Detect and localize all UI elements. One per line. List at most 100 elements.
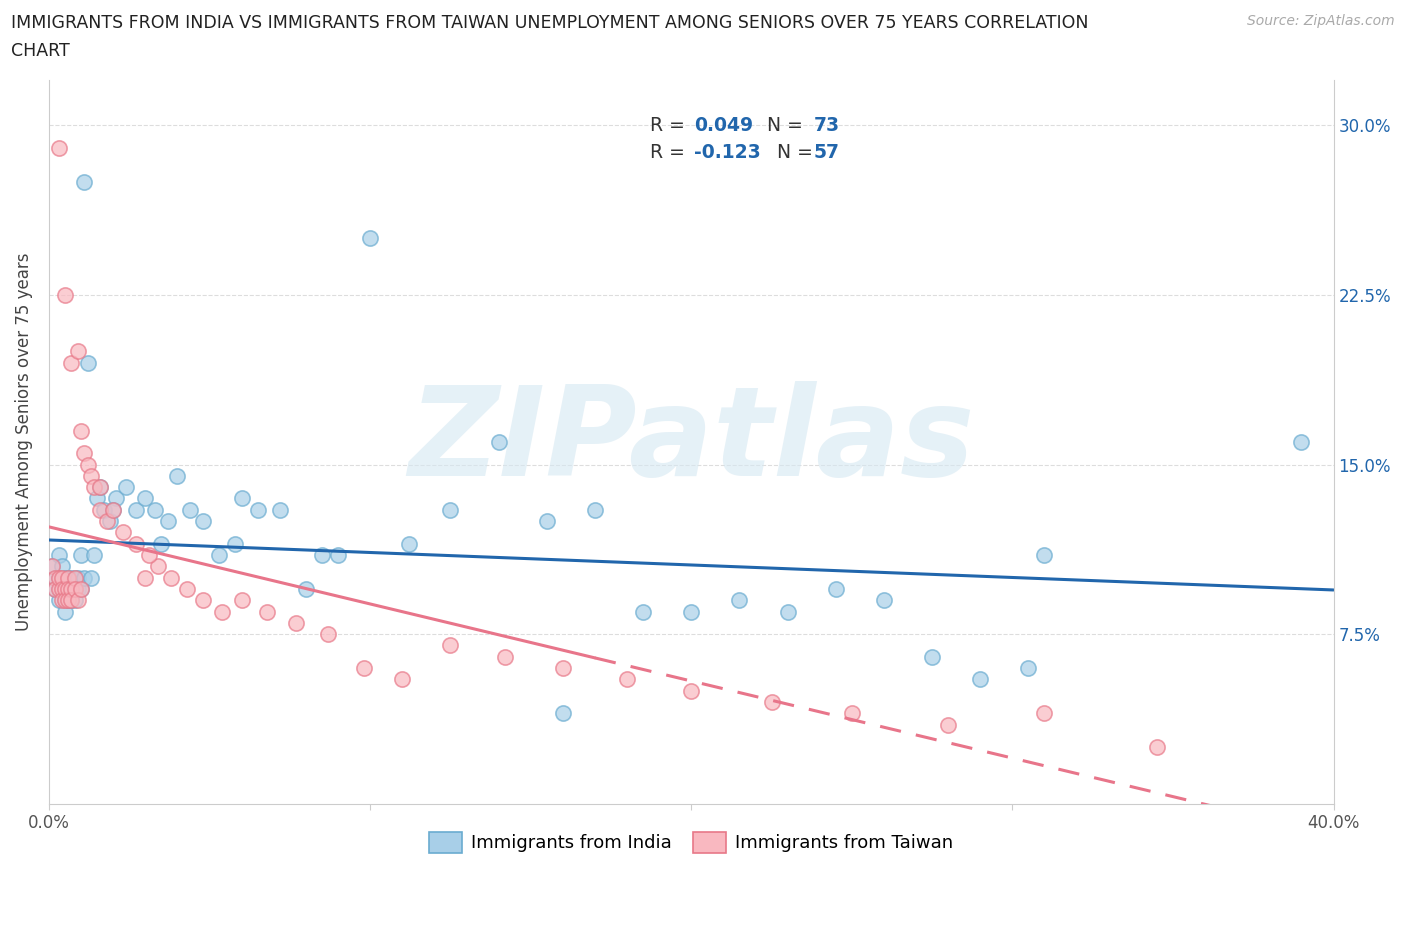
Point	[89, 480, 111, 495]
Text: CHART: CHART	[11, 42, 70, 60]
Point	[551, 706, 574, 721]
Point	[105, 491, 128, 506]
Point	[48, 140, 70, 155]
Text: 0.049: 0.049	[693, 115, 754, 135]
Point	[728, 592, 751, 607]
Point	[89, 502, 111, 517]
Point	[1033, 548, 1056, 563]
Point	[70, 548, 93, 563]
Text: IMMIGRANTS FROM INDIA VS IMMIGRANTS FROM TAIWAN UNEMPLOYMENT AMONG SENIORS OVER : IMMIGRANTS FROM INDIA VS IMMIGRANTS FROM…	[11, 14, 1088, 32]
Point	[488, 434, 510, 449]
Point	[138, 548, 160, 563]
Point	[93, 502, 115, 517]
Point	[111, 525, 134, 539]
Text: N =: N =	[749, 115, 808, 135]
Point	[211, 604, 233, 619]
Point	[63, 570, 86, 585]
Point	[631, 604, 654, 619]
Point	[143, 502, 166, 517]
Point	[53, 592, 76, 607]
Point	[124, 502, 146, 517]
Point	[551, 660, 574, 675]
Point	[353, 660, 375, 675]
Point	[66, 570, 89, 585]
Text: -0.123: -0.123	[693, 142, 761, 162]
Point	[86, 491, 108, 506]
Point	[115, 480, 138, 495]
Point	[176, 581, 198, 596]
Point	[98, 513, 121, 528]
Point	[208, 548, 231, 563]
Point	[51, 570, 73, 585]
Point	[63, 570, 86, 585]
Point	[921, 649, 943, 664]
Point	[53, 581, 76, 596]
Point	[60, 355, 83, 370]
Point	[70, 581, 93, 596]
Point	[231, 491, 253, 506]
Point	[681, 684, 703, 698]
Point	[48, 592, 70, 607]
Point	[246, 502, 269, 517]
Point	[41, 559, 63, 574]
Point	[44, 581, 66, 596]
Text: Source: ZipAtlas.com: Source: ZipAtlas.com	[1247, 14, 1395, 28]
Point	[60, 592, 83, 607]
Point	[58, 592, 80, 607]
Point	[53, 604, 76, 619]
Point	[51, 570, 73, 585]
Point	[70, 581, 93, 596]
Point	[53, 287, 76, 302]
Point	[841, 706, 863, 721]
Point	[63, 592, 86, 607]
Point	[269, 502, 291, 517]
Point	[166, 469, 188, 484]
Point	[44, 570, 66, 585]
Point	[398, 537, 420, 551]
Point	[103, 502, 125, 517]
Point	[439, 638, 461, 653]
Text: 57: 57	[813, 142, 839, 162]
Point	[156, 513, 179, 528]
Point	[58, 581, 80, 596]
Point	[44, 581, 66, 596]
Text: R =: R =	[650, 142, 690, 162]
Point	[66, 344, 89, 359]
Point	[83, 548, 105, 563]
Point	[44, 570, 66, 585]
Point	[66, 581, 89, 596]
Point	[179, 502, 201, 517]
Point	[146, 559, 169, 574]
Point	[761, 695, 783, 710]
Point	[681, 604, 703, 619]
Text: ZIPatlas: ZIPatlas	[408, 381, 974, 502]
Legend: Immigrants from India, Immigrants from Taiwan: Immigrants from India, Immigrants from T…	[422, 825, 960, 860]
Point	[80, 469, 103, 484]
Point	[58, 581, 80, 596]
Point	[53, 592, 76, 607]
Point	[160, 570, 183, 585]
Point	[76, 355, 98, 370]
Point	[231, 592, 253, 607]
Point	[96, 513, 118, 528]
Point	[60, 592, 83, 607]
Point	[48, 548, 70, 563]
Point	[51, 592, 73, 607]
Point	[776, 604, 799, 619]
Point	[41, 559, 63, 574]
Point	[103, 502, 125, 517]
Point	[58, 592, 80, 607]
Point	[134, 491, 156, 506]
Point	[150, 537, 173, 551]
Point	[1291, 434, 1313, 449]
Point	[73, 570, 96, 585]
Point	[359, 231, 381, 246]
Point	[969, 672, 991, 687]
Point	[873, 592, 896, 607]
Y-axis label: Unemployment Among Seniors over 75 years: Unemployment Among Seniors over 75 years	[15, 253, 32, 631]
Point	[936, 717, 959, 732]
Point	[326, 548, 349, 563]
Point	[48, 581, 70, 596]
Point	[53, 581, 76, 596]
Point	[58, 570, 80, 585]
